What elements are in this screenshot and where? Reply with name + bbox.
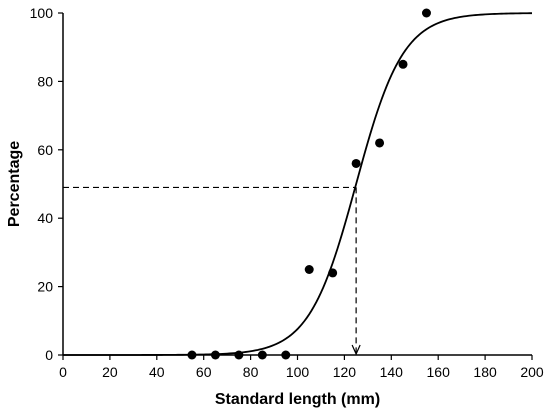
data-point — [421, 8, 431, 18]
data-point — [257, 350, 267, 360]
y-tick-label: 40 — [37, 210, 53, 226]
x-tick-label: 60 — [196, 364, 212, 380]
x-tick-label: 160 — [427, 364, 451, 380]
reference-lines — [63, 186, 361, 356]
data-point — [281, 350, 291, 360]
x-tick-label: 40 — [149, 364, 165, 380]
x-tick-label: 200 — [520, 364, 544, 380]
data-point — [234, 350, 244, 360]
x-tick-label: 80 — [243, 364, 259, 380]
y-axis-title: Percentage — [6, 141, 23, 227]
data-point — [304, 265, 314, 274]
y-tick-label: 80 — [37, 73, 53, 89]
data-points — [187, 8, 431, 360]
x-tick-label: 20 — [102, 364, 118, 380]
data-point — [375, 138, 385, 148]
x-axis-title: Standard length (mm) — [215, 391, 380, 408]
y-tick-label: 0 — [45, 347, 53, 363]
y-ticks: 0 20 40 60 80 100 — [30, 5, 63, 363]
data-point — [210, 350, 220, 360]
x-tick-label: 100 — [286, 364, 310, 380]
axes — [62, 13, 532, 356]
x-tick-label: 180 — [473, 364, 497, 380]
x-tick-label: 0 — [59, 364, 67, 380]
x-tick-label: 140 — [380, 364, 404, 380]
y-tick-label: 60 — [37, 142, 53, 158]
data-point — [398, 59, 408, 69]
fitted-curve — [63, 12, 533, 356]
x-ticks: 0 20 40 60 80 100 120 140 160 180 200 — [59, 355, 544, 380]
data-point — [351, 158, 361, 168]
y-tick-label: 100 — [30, 5, 54, 21]
data-point — [328, 268, 338, 278]
data-point — [187, 350, 197, 360]
y-tick-label: 20 — [37, 279, 53, 295]
arrow-head-icon — [351, 344, 361, 356]
x-tick-label: 120 — [333, 364, 357, 380]
